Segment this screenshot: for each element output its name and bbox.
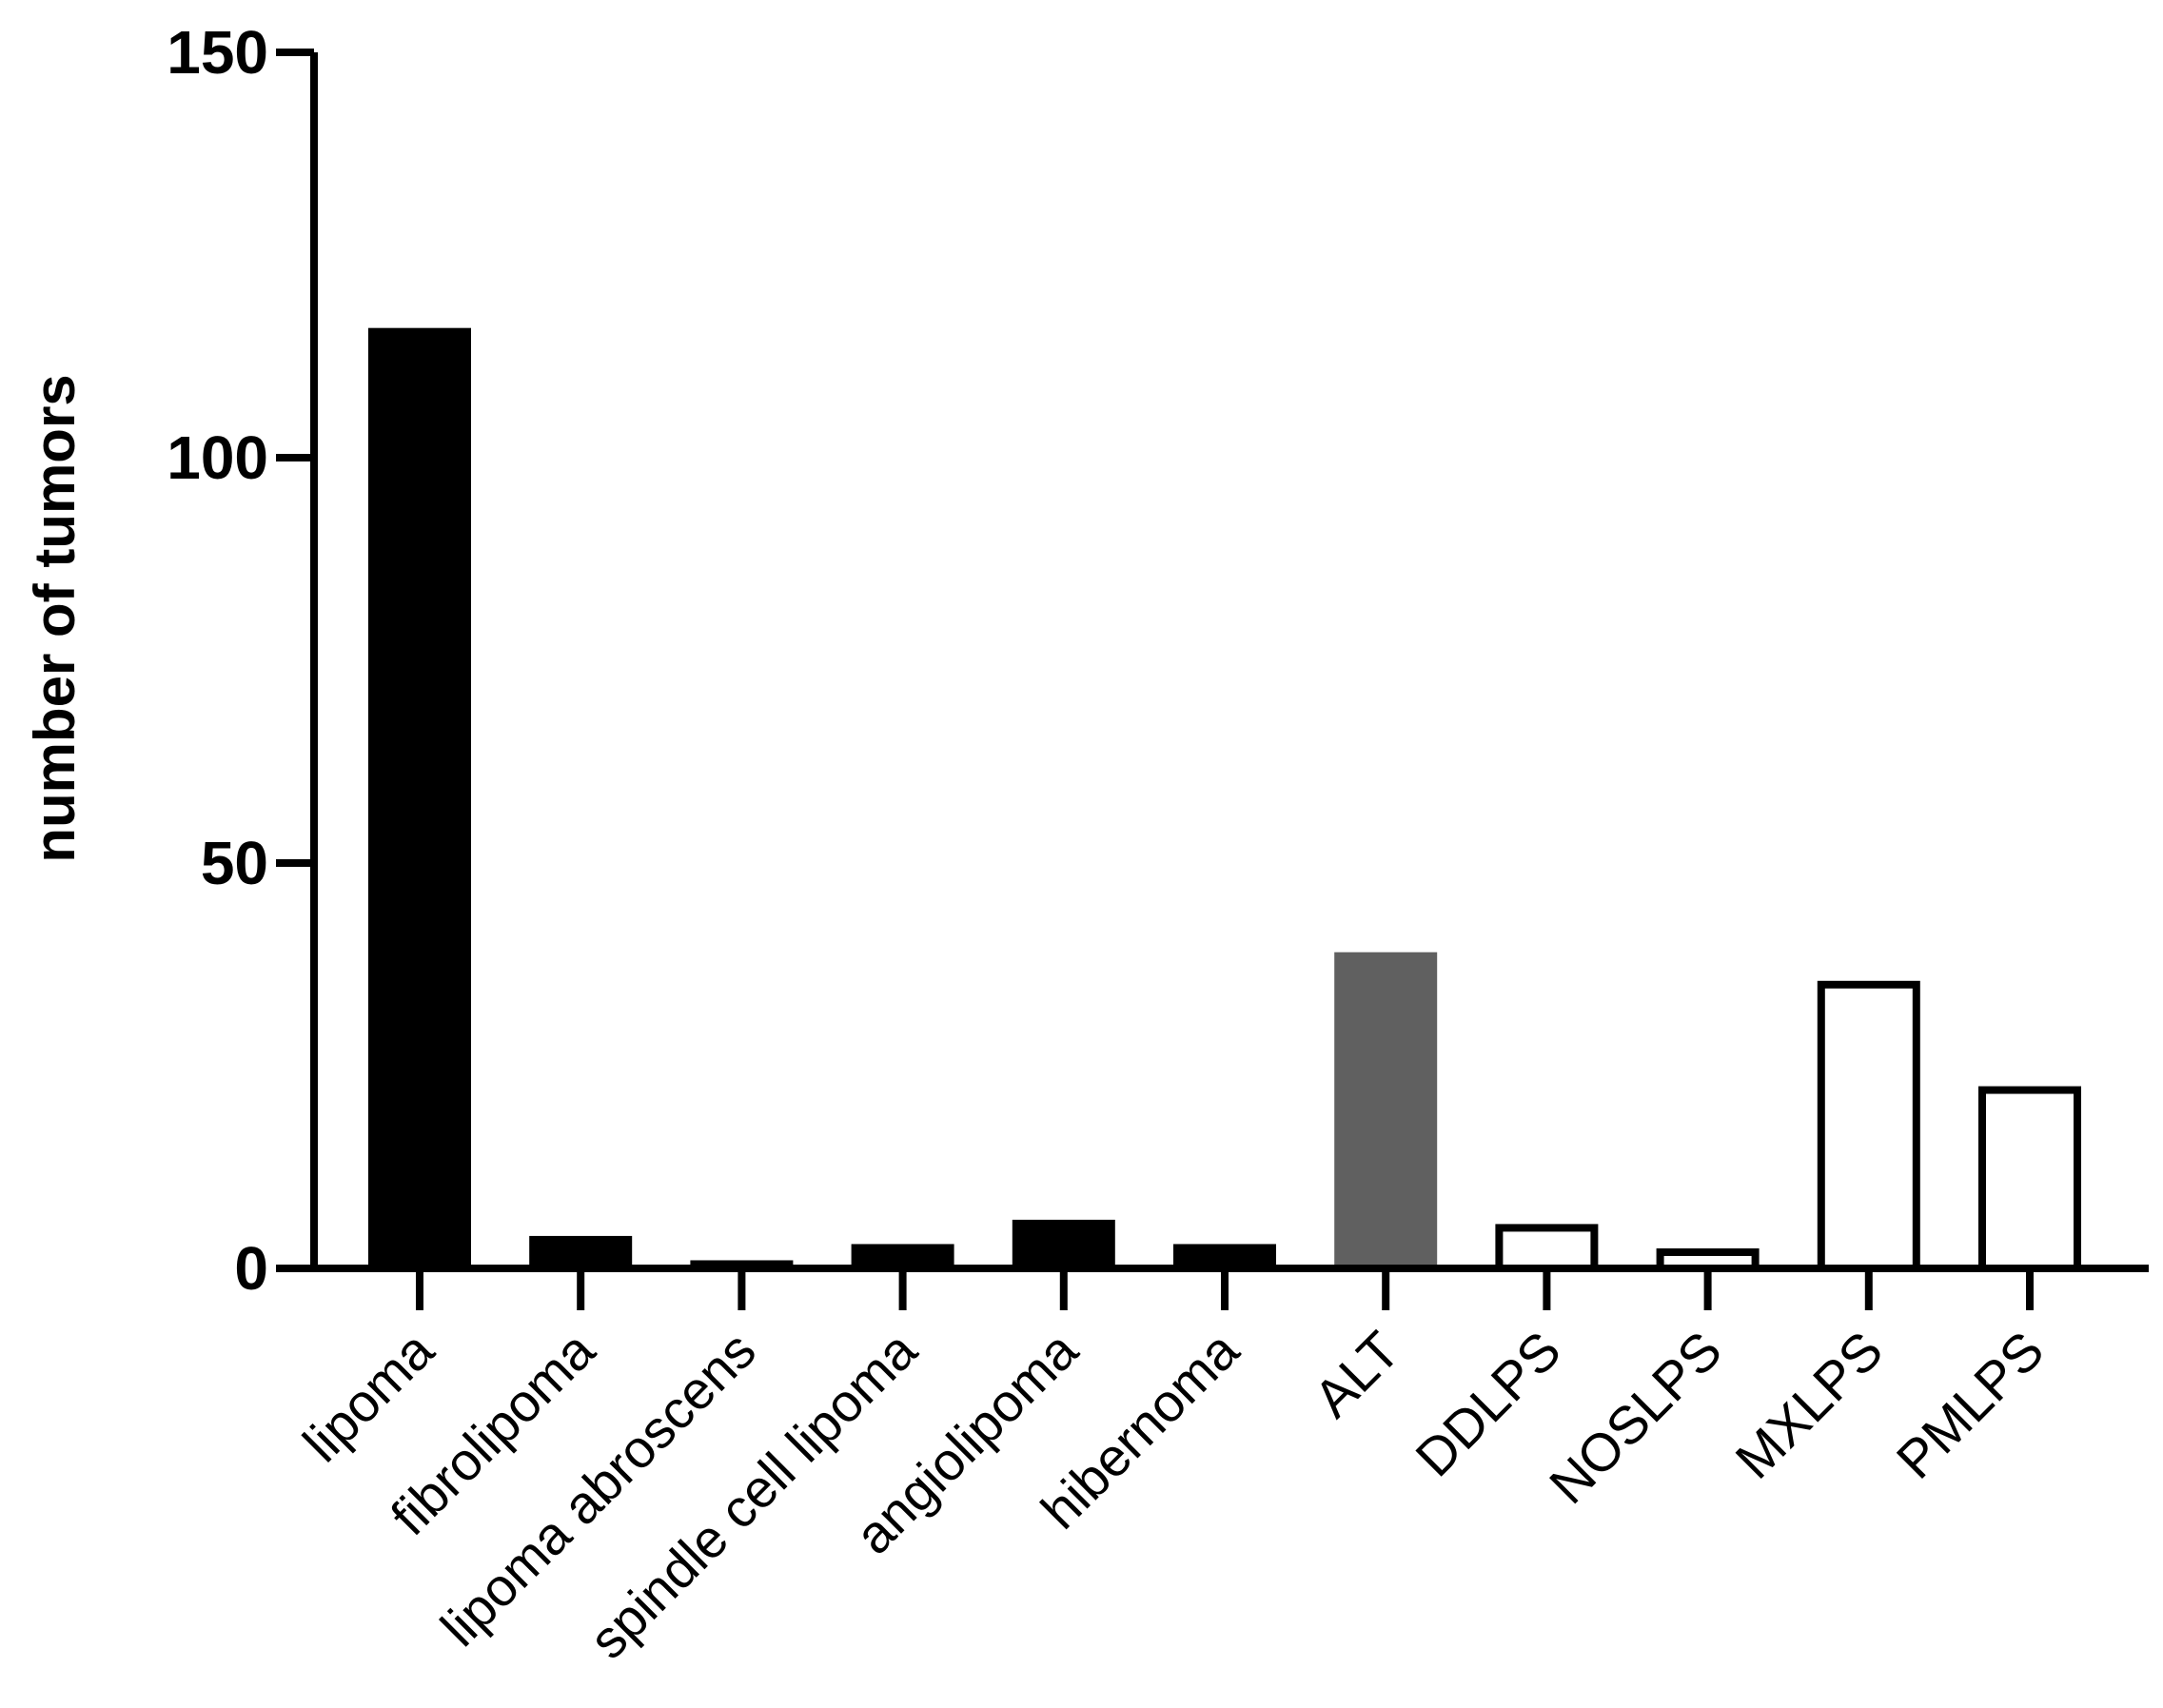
bar-lipoma bbox=[368, 327, 471, 1268]
bar-ddlps bbox=[1495, 1224, 1599, 1273]
bar-spindle-cell-lipoma bbox=[851, 1244, 954, 1268]
bar-mxlps bbox=[1817, 980, 1920, 1273]
x-tick-label: lipoma bbox=[291, 1319, 445, 1473]
y-tick-label: 150 bbox=[167, 18, 268, 87]
y-axis-title: number of tumors bbox=[23, 374, 87, 862]
bar-pmlps bbox=[1978, 1086, 2081, 1273]
bar-lipoma-abroscens bbox=[690, 1260, 794, 1268]
x-tick-label: PMLPS bbox=[1885, 1320, 2055, 1490]
y-ticks-group: 0 50 100 150 bbox=[167, 18, 314, 1303]
x-tick-label: MXLPS bbox=[1723, 1320, 1894, 1490]
bars-group bbox=[368, 327, 2081, 1273]
y-tick-label: 100 bbox=[167, 423, 268, 492]
bar-angiolipoma bbox=[1012, 1219, 1115, 1268]
y-tick-label: 0 bbox=[234, 1234, 268, 1303]
bar-hibernoma bbox=[1173, 1244, 1276, 1268]
x-tick-label: ALT bbox=[1302, 1320, 1410, 1428]
y-tick-label: 50 bbox=[201, 829, 268, 897]
bar-fibrolipoma bbox=[529, 1235, 633, 1268]
bar-alt bbox=[1334, 952, 1438, 1268]
x-tick-label: NOSLPS bbox=[1538, 1320, 1733, 1515]
